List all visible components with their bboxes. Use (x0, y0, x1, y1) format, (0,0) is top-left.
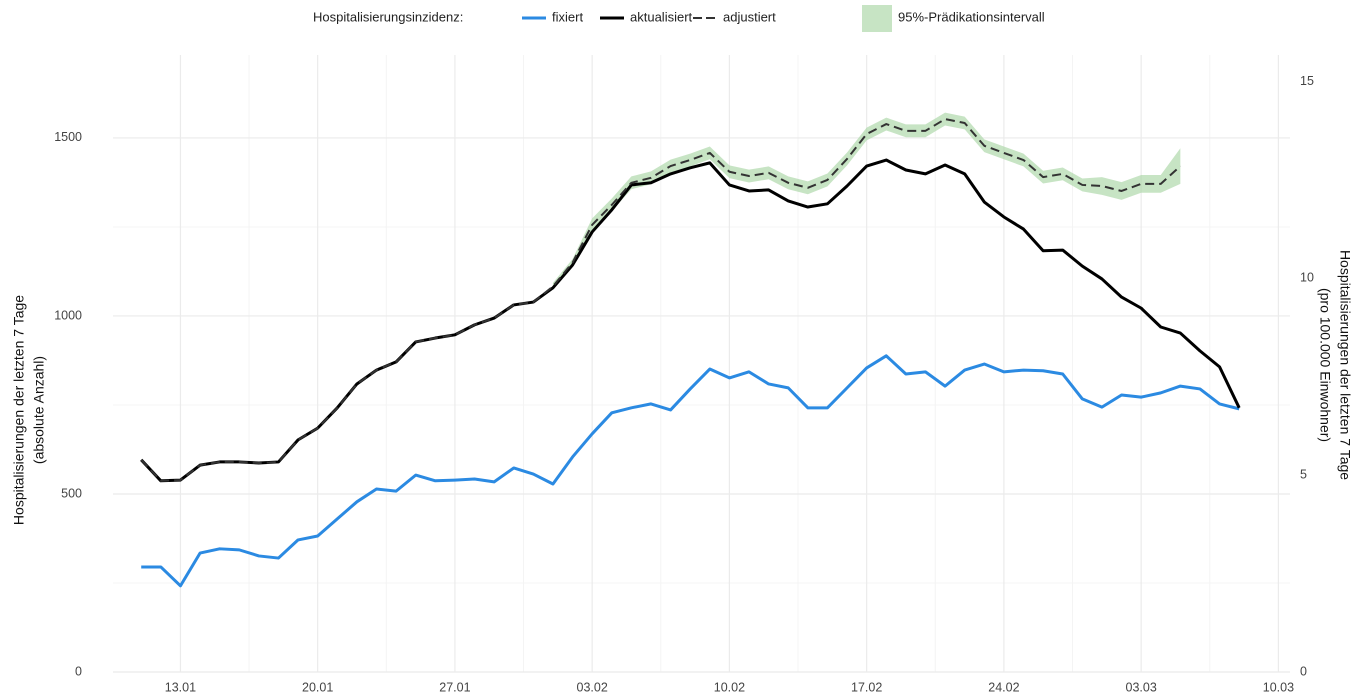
legend-label: 95%-Prädikationsintervall (898, 9, 1045, 24)
x-tick-label: 17.02 (851, 680, 882, 694)
interval-band (552, 112, 1181, 290)
y-tick-label: 500 (61, 486, 82, 500)
legend: Hospitalisierungsinzidenz: fixiert aktual… (313, 5, 1045, 32)
line-2 (140, 118, 1182, 482)
y2-tick-label: 0 (1300, 664, 1307, 678)
y2-tick-label: 15 (1300, 74, 1314, 88)
y-tick-label: 1000 (54, 308, 82, 322)
y-axis-title: Hospitalisierungen der letzten 7 Tage (11, 295, 27, 525)
x-tick-label: 10.02 (714, 680, 745, 694)
plot (140, 112, 1241, 588)
x-tick-label: 03.03 (1126, 680, 1157, 694)
y-tick-label: 0 (75, 664, 82, 678)
x-tick-label: 10.03 (1263, 680, 1294, 694)
grid: 0 500 1000 1500 0 5 10 15 13.01 20.01 27.01 03.02 10… (54, 55, 1314, 694)
y2-tick-label: 10 (1300, 271, 1314, 285)
y-tick-label: 1500 (54, 130, 82, 144)
x-tick-label: 24.02 (988, 680, 1019, 694)
legend-label: fixiert (552, 9, 583, 24)
x-tick-label: 03.02 (577, 680, 608, 694)
line-0 (141, 354, 1240, 588)
x-tick-label: 13.01 (165, 680, 196, 694)
x-tick-label: 27.01 (439, 680, 470, 694)
y2-tick-label: 5 (1300, 467, 1307, 481)
line-1 (140, 158, 1241, 483)
y2-axis-title: (pro 100.000 Einwohner) (1317, 288, 1333, 442)
x-tick-label: 20.01 (302, 680, 333, 694)
y-axis-title: (absolute Anzahl) (31, 356, 47, 464)
legend-label: adjustiert (723, 9, 776, 24)
legend-label: aktualisiert (630, 9, 693, 24)
y2-axis-title: Hospitalisierungen der letzten 7 Tage (1337, 250, 1353, 480)
legend-swatch (862, 5, 892, 32)
legend-title: Hospitalisierungsinzidenz: (313, 9, 463, 24)
